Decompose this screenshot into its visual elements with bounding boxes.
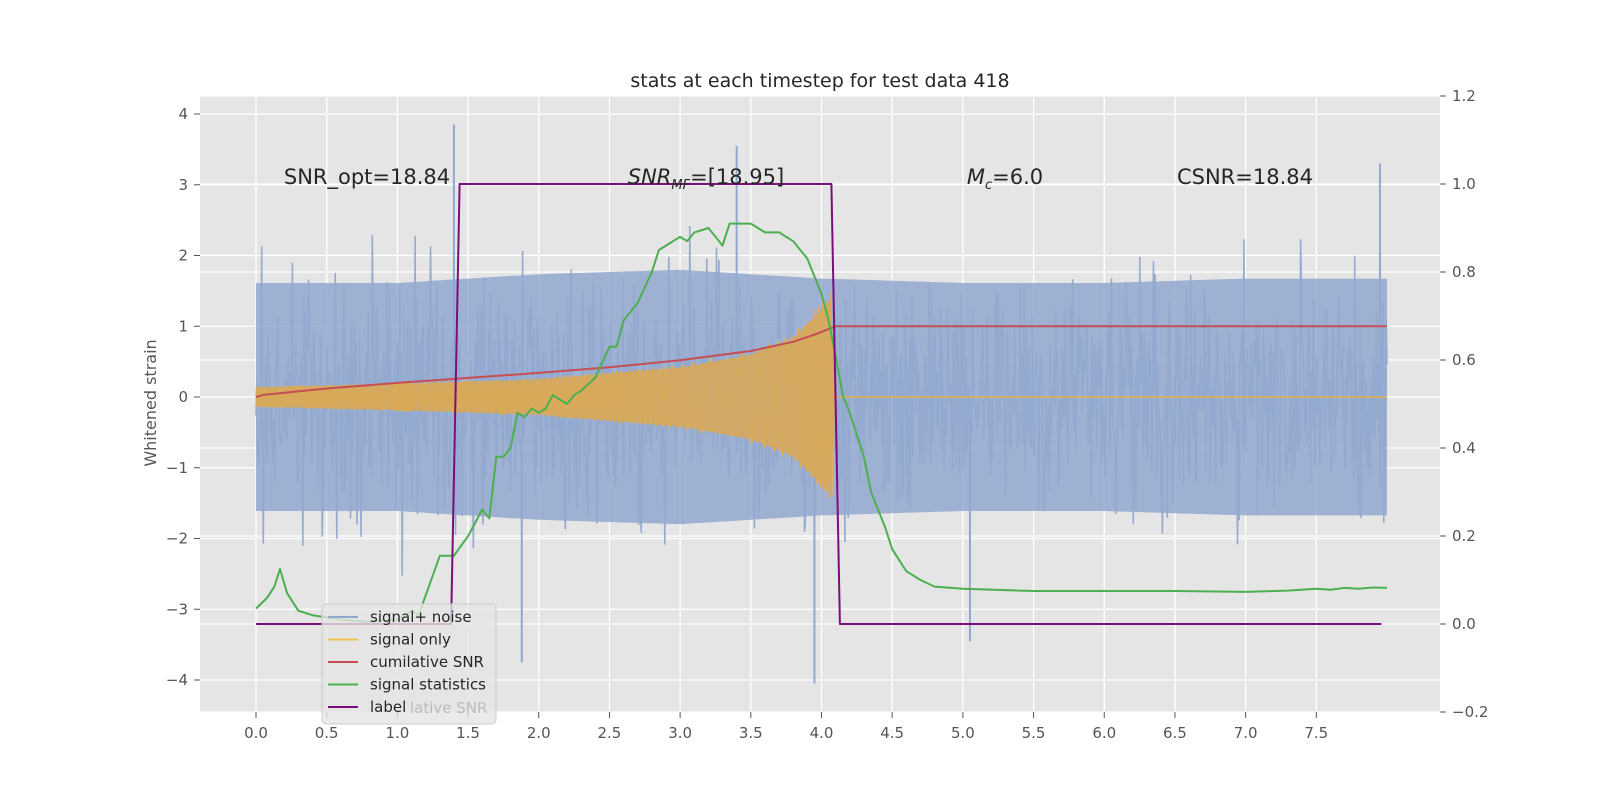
legend-box xyxy=(321,603,497,725)
y-tick-label: −1 xyxy=(166,459,188,477)
cumulative-snr-line xyxy=(255,325,1387,398)
y2-tick-label: 0.4 xyxy=(1452,439,1476,457)
x-tick-label: 6.5 xyxy=(1163,724,1187,742)
y2-tick-label: 1.0 xyxy=(1452,175,1476,193)
chart-title: stats at each timestep for test data 418 xyxy=(630,70,1009,92)
y-tick-label: 3 xyxy=(178,176,188,194)
signal-statistics-line xyxy=(255,222,1388,623)
annotation-mc-symbol: M xyxy=(967,165,985,189)
x-tick-label: 2.0 xyxy=(527,724,551,742)
series-signal-only xyxy=(255,290,1387,499)
y-tick-label: 2 xyxy=(178,247,188,265)
series-signal-statistics xyxy=(255,222,1388,623)
x-tick-label: 0.0 xyxy=(244,724,268,742)
y2-tick-label: −0.2 xyxy=(1452,703,1488,721)
x-tick-label: 4.0 xyxy=(810,724,834,742)
annotations: SNR_opt=18.84 SNRMF=[18.95] Mc=6.0 CSNR=18.… xyxy=(284,165,1313,193)
legend-label: label xyxy=(370,698,406,716)
y2-tick-label: 0.2 xyxy=(1452,527,1476,545)
annotation-snr-opt: SNR_opt=18.84 xyxy=(284,165,450,190)
legend-label: cumilative SNR xyxy=(370,653,484,671)
y2-tick-label: 0.8 xyxy=(1452,263,1476,281)
annotation-snr-mf-subscript: MF xyxy=(671,178,690,193)
x-tick-label: 5.0 xyxy=(951,724,975,742)
legend-label: signal+ noise xyxy=(370,608,472,626)
x-tick-label: 5.5 xyxy=(1022,724,1046,742)
x-tick-label: 6.0 xyxy=(1092,724,1116,742)
legend: signal+ noise signal only cumilative SNR si… xyxy=(321,603,497,725)
y-tick-label: 4 xyxy=(178,105,188,123)
x-tick-label: 3.0 xyxy=(668,724,692,742)
axes: 0.0 0.5 1.0 1.5 2.0 2.5 3.0 3.5 4.0 4.5 5.0 5.5 6.0 6… xyxy=(166,87,1489,742)
x-tick-label: 7.5 xyxy=(1304,724,1328,742)
annotation-mc-value: =6.0 xyxy=(992,165,1043,189)
annotation-snr-mf: SNRMF=[18.95] xyxy=(628,165,784,193)
annotation-mc-subscript: c xyxy=(985,178,992,193)
legend-label: signal statistics xyxy=(370,676,486,694)
annotation-csnr: CSNR=18.84 xyxy=(1177,165,1313,189)
y2-tick-label: 0.0 xyxy=(1452,615,1476,633)
y2-tick-label: 0.6 xyxy=(1452,351,1476,369)
y2-tick-label: 1.2 xyxy=(1452,87,1476,105)
annotation-snr-mf-symbol: SNR xyxy=(628,165,672,189)
x-tick-label: 3.5 xyxy=(739,724,763,742)
x-tick-label: 4.5 xyxy=(880,724,904,742)
signal-only-band xyxy=(256,298,836,496)
x-tick-label: 7.0 xyxy=(1234,724,1258,742)
series-cumulative-snr xyxy=(255,325,1387,398)
y-tick-label: 0 xyxy=(178,388,188,406)
y-tick-label: −2 xyxy=(166,530,188,548)
annotation-snr-mf-value: =[18.95] xyxy=(690,165,784,189)
annotation-mc: Mc=6.0 xyxy=(967,165,1043,193)
x-tick-label: 2.5 xyxy=(598,724,622,742)
y-tick-label: −3 xyxy=(166,600,188,618)
y-axis-label: Whitened strain xyxy=(141,339,160,466)
x-tick-label: 1.5 xyxy=(456,724,480,742)
x-tick-label: 1.0 xyxy=(385,724,409,742)
x-tick-label: 0.5 xyxy=(315,724,339,742)
y-tick-label: 1 xyxy=(178,317,188,335)
legend-overlap-text: lative SNR xyxy=(410,699,487,717)
y-tick-label: −4 xyxy=(166,671,188,689)
legend-label: signal only xyxy=(370,631,451,649)
